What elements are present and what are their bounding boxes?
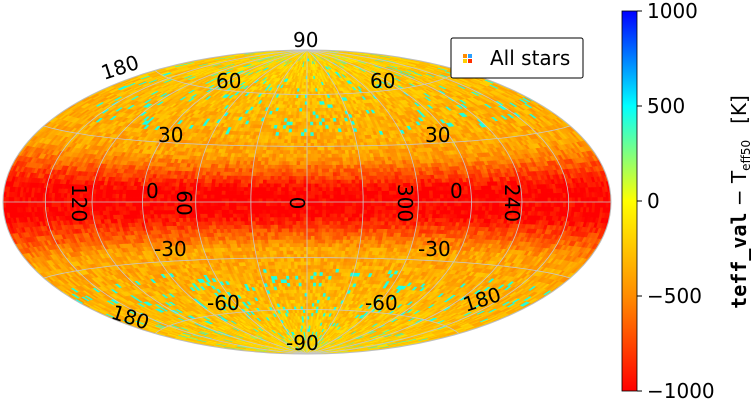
heatmap-cell	[306, 264, 311, 269]
heatmap-cell	[300, 275, 305, 280]
heatmap-cell	[303, 275, 308, 280]
heatmap-cell	[296, 264, 301, 269]
heatmap-cell	[303, 264, 308, 269]
heatmap-cell	[309, 264, 314, 269]
heatmap-cell	[300, 271, 305, 276]
heatmap-cell	[319, 264, 324, 269]
heatmap-cell	[300, 282, 305, 287]
heatmap-cell	[306, 268, 311, 273]
heatmap-cell	[303, 278, 308, 283]
heatmap-cell	[309, 289, 313, 294]
heatmap-cell	[297, 268, 302, 273]
heatmap-cell	[316, 264, 321, 269]
heatmap-cell	[303, 292, 308, 297]
heatmap-cell	[297, 271, 302, 276]
heatmap-cell	[303, 282, 308, 287]
heatmap-cell	[306, 282, 311, 287]
heatmap-cell	[306, 285, 311, 290]
heatmap-cell	[309, 295, 313, 300]
heatmap-cell	[303, 271, 308, 276]
heatmap-cell	[312, 271, 317, 276]
heatmap-cell	[312, 282, 317, 287]
heatmap-cell	[312, 278, 317, 283]
heatmap-cell	[315, 275, 320, 280]
heatmap-cell	[306, 289, 311, 294]
heatmap-cell	[306, 275, 311, 280]
heatmap-cell	[297, 275, 302, 280]
heatmap-cell	[306, 278, 311, 283]
heatmap-cell	[309, 278, 314, 283]
heatmap-cell	[312, 275, 317, 280]
heatmap-cell	[309, 268, 314, 273]
heatmap-cell	[309, 282, 314, 287]
heatmap-cell	[300, 264, 305, 269]
heatmap-cell	[303, 285, 308, 290]
heatmap-cell	[306, 292, 311, 297]
heatmap-cell	[316, 268, 321, 273]
heatmap-cell	[313, 264, 318, 269]
heatmap-cell	[309, 285, 314, 290]
heatmap-cell	[309, 271, 314, 276]
heatmap-cell	[311, 299, 315, 304]
heatmap-cell	[303, 289, 308, 294]
heatmap-cell	[306, 271, 311, 276]
heatmap-cell	[309, 275, 314, 280]
heatmap-cell	[309, 292, 313, 297]
heatmap-cell	[303, 268, 308, 273]
heatmap-cell	[300, 268, 305, 273]
heatmap-cell	[312, 268, 317, 273]
heatmap-cell	[315, 271, 320, 276]
heatmap-cell	[293, 264, 298, 269]
